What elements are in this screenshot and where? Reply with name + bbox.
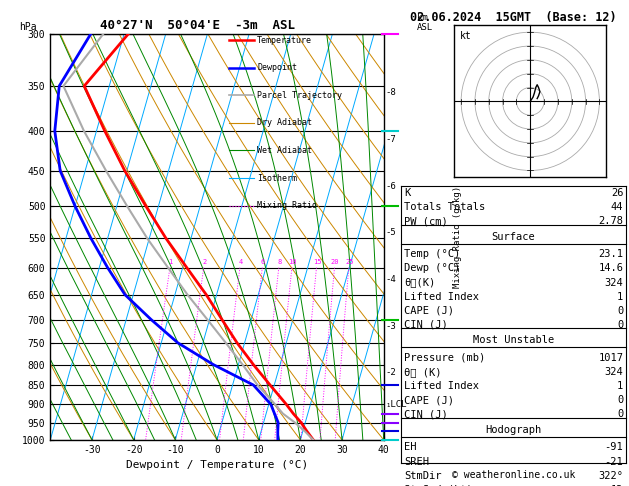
Text: PW (cm): PW (cm) bbox=[404, 216, 448, 226]
Text: 23.1: 23.1 bbox=[598, 249, 623, 260]
Text: 2: 2 bbox=[203, 259, 206, 265]
Text: ‑7: ‑7 bbox=[386, 135, 396, 144]
Text: 15: 15 bbox=[313, 259, 321, 265]
Text: CAPE (J): CAPE (J) bbox=[404, 395, 454, 405]
Text: Isotherm: Isotherm bbox=[257, 174, 297, 183]
Text: 324: 324 bbox=[604, 278, 623, 288]
Text: ‑5: ‑5 bbox=[386, 228, 396, 237]
Text: Dry Adiabat: Dry Adiabat bbox=[257, 119, 312, 127]
X-axis label: Dewpoint / Temperature (°C): Dewpoint / Temperature (°C) bbox=[126, 460, 308, 470]
Text: SREH: SREH bbox=[404, 456, 429, 467]
Text: StmDir: StmDir bbox=[404, 470, 442, 481]
Text: Temperature: Temperature bbox=[257, 35, 312, 45]
Text: 322°: 322° bbox=[598, 470, 623, 481]
Text: Totals Totals: Totals Totals bbox=[404, 202, 485, 212]
Text: θᴄ (K): θᴄ (K) bbox=[404, 367, 442, 377]
Text: 40°27'N  50°04'E  -3m  ASL: 40°27'N 50°04'E -3m ASL bbox=[101, 19, 296, 32]
Text: 1: 1 bbox=[169, 259, 173, 265]
Text: CIN (J): CIN (J) bbox=[404, 409, 448, 419]
Text: Surface: Surface bbox=[492, 232, 535, 242]
Text: ‑8: ‑8 bbox=[386, 88, 396, 97]
Text: 0: 0 bbox=[617, 395, 623, 405]
Text: K: K bbox=[404, 188, 410, 198]
Text: Lifted Index: Lifted Index bbox=[404, 292, 479, 302]
Text: Lifted Index: Lifted Index bbox=[404, 381, 479, 391]
Text: hPa: hPa bbox=[19, 22, 36, 32]
Text: 2.78: 2.78 bbox=[598, 216, 623, 226]
Text: 1017: 1017 bbox=[598, 353, 623, 363]
Text: 0: 0 bbox=[617, 320, 623, 330]
Text: 8: 8 bbox=[277, 259, 282, 265]
Text: Mixing Ratio: Mixing Ratio bbox=[257, 201, 317, 210]
Text: 1: 1 bbox=[617, 381, 623, 391]
Text: ‑3: ‑3 bbox=[386, 322, 396, 331]
Text: CIN (J): CIN (J) bbox=[404, 320, 448, 330]
Text: kt: kt bbox=[460, 32, 472, 41]
Text: StmSpd (kt): StmSpd (kt) bbox=[404, 485, 472, 486]
Text: 4: 4 bbox=[238, 259, 243, 265]
Text: 44: 44 bbox=[611, 202, 623, 212]
Text: CAPE (J): CAPE (J) bbox=[404, 306, 454, 316]
Text: ‑2: ‑2 bbox=[386, 368, 396, 378]
Text: Mixing Ratio (g/kg): Mixing Ratio (g/kg) bbox=[452, 186, 462, 288]
Text: 1: 1 bbox=[617, 292, 623, 302]
Text: 02.06.2024  15GMT  (Base: 12): 02.06.2024 15GMT (Base: 12) bbox=[410, 11, 617, 24]
Text: 0: 0 bbox=[617, 409, 623, 419]
Text: θᴄ(K): θᴄ(K) bbox=[404, 278, 435, 288]
Text: 0: 0 bbox=[617, 306, 623, 316]
Text: 26: 26 bbox=[611, 188, 623, 198]
Text: 12: 12 bbox=[611, 485, 623, 486]
Text: ‑4: ‑4 bbox=[386, 275, 396, 284]
Text: 324: 324 bbox=[604, 367, 623, 377]
Text: Parcel Trajectory: Parcel Trajectory bbox=[257, 91, 342, 100]
Text: Dewpoint: Dewpoint bbox=[257, 63, 297, 72]
Text: 6: 6 bbox=[261, 259, 265, 265]
Text: Pressure (mb): Pressure (mb) bbox=[404, 353, 485, 363]
Text: Dewp (°C): Dewp (°C) bbox=[404, 263, 460, 274]
Text: -21: -21 bbox=[604, 456, 623, 467]
Text: 25: 25 bbox=[345, 259, 353, 265]
Text: ‑6: ‑6 bbox=[386, 182, 396, 191]
Text: km
ASL: km ASL bbox=[417, 13, 433, 32]
Text: Hodograph: Hodograph bbox=[486, 425, 542, 435]
Text: EH: EH bbox=[404, 442, 416, 452]
Text: 20: 20 bbox=[331, 259, 339, 265]
Text: ₁LCL: ₁LCL bbox=[386, 400, 407, 409]
Text: -91: -91 bbox=[604, 442, 623, 452]
Text: © weatheronline.co.uk: © weatheronline.co.uk bbox=[452, 470, 576, 480]
Text: Temp (°C): Temp (°C) bbox=[404, 249, 460, 260]
Text: Wet Adiabat: Wet Adiabat bbox=[257, 146, 312, 155]
Text: 14.6: 14.6 bbox=[598, 263, 623, 274]
Text: 10: 10 bbox=[288, 259, 297, 265]
Text: Most Unstable: Most Unstable bbox=[473, 335, 554, 346]
